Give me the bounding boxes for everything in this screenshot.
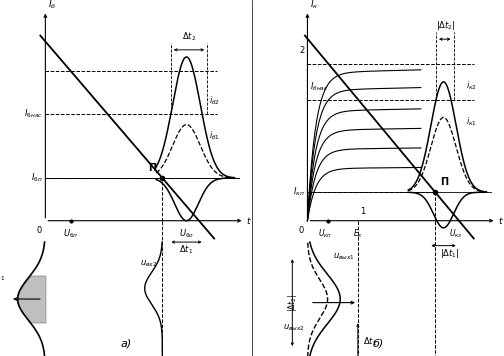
Text: $E_к$: $E_к$ <box>353 228 363 240</box>
Text: $U_{6п}$: $U_{6п}$ <box>63 228 78 240</box>
Text: $i_{б2}$: $i_{б2}$ <box>209 94 220 107</box>
Text: $I_{кп}$: $I_{кп}$ <box>293 186 305 199</box>
Text: $U_{кп}$: $U_{кп}$ <box>318 228 332 240</box>
Text: $\Delta t_1$: $\Delta t_1$ <box>363 335 377 348</box>
Text: $\Delta t_2$: $\Delta t_2$ <box>182 30 196 43</box>
Text: $i_{б1}$: $i_{б1}$ <box>209 130 220 142</box>
Text: $I_{6нас}$: $I_{6нас}$ <box>24 108 43 120</box>
Text: $u_{вых1}$: $u_{вых1}$ <box>333 251 355 262</box>
Text: $\Delta t_1$: $\Delta t_1$ <box>179 244 194 256</box>
Text: $i_{к1}$: $i_{к1}$ <box>466 116 477 128</box>
Text: $u_{вх1}$: $u_{вх1}$ <box>0 272 5 283</box>
Text: 1: 1 <box>360 206 365 216</box>
Text: $U_{кз}$: $U_{кз}$ <box>450 228 463 240</box>
Text: 0: 0 <box>36 226 41 235</box>
Text: $|\Delta t_1|$: $|\Delta t_1|$ <box>440 247 460 260</box>
Text: $I_б$: $I_б$ <box>48 0 56 11</box>
Text: $u_{вх2}$: $u_{вх2}$ <box>140 258 157 269</box>
Text: $U_{6о}$: $U_{6о}$ <box>179 228 194 240</box>
Text: $I_{бнас}$: $I_{бнас}$ <box>310 80 329 93</box>
Text: 2: 2 <box>300 46 305 56</box>
Text: $|\Delta t_2|$: $|\Delta t_2|$ <box>436 20 456 32</box>
Text: $I_к$: $I_к$ <box>310 0 319 11</box>
Text: а): а) <box>120 339 132 349</box>
Text: $t$: $t$ <box>497 215 503 226</box>
Text: $|\Delta t_2|$: $|\Delta t_2|$ <box>286 294 299 312</box>
Text: П: П <box>440 177 449 187</box>
Text: $t$: $t$ <box>245 215 251 226</box>
Text: $u_{вых2}$: $u_{вых2}$ <box>283 322 305 333</box>
Text: $i_{к2}$: $i_{к2}$ <box>466 80 477 93</box>
Text: $I_{6п}$: $I_{6п}$ <box>31 172 43 184</box>
Text: П: П <box>148 163 156 173</box>
Text: б): б) <box>372 339 384 349</box>
Text: 0: 0 <box>298 226 303 235</box>
